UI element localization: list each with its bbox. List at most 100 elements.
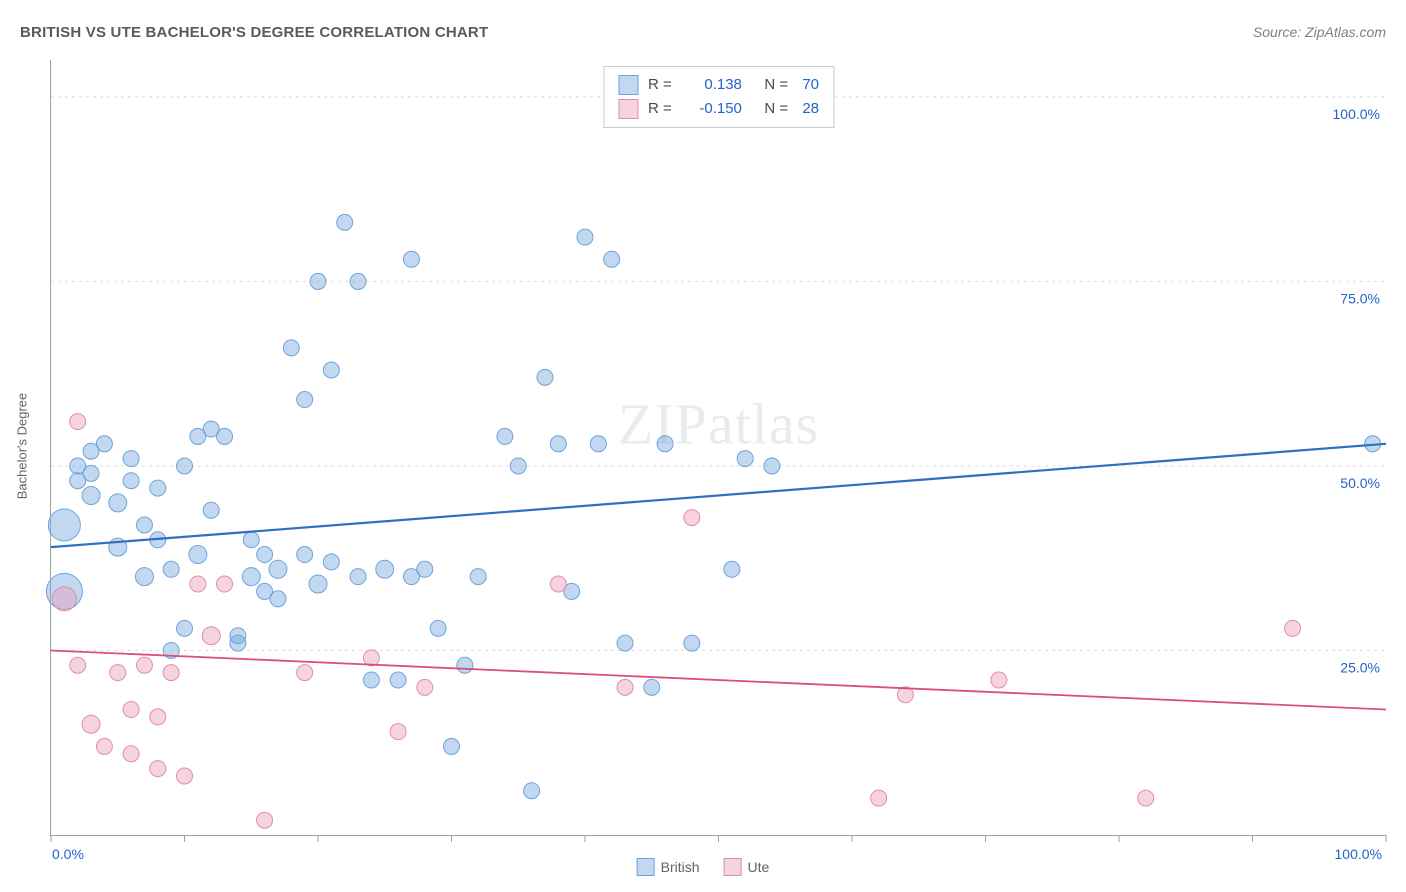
- data-point: [269, 560, 287, 578]
- data-point: [470, 569, 486, 585]
- data-point: [724, 561, 740, 577]
- data-point: [123, 746, 139, 762]
- data-point: [48, 509, 80, 541]
- bottom-legend: British Ute: [637, 858, 770, 876]
- data-point: [70, 657, 86, 673]
- regression-line: [51, 650, 1386, 709]
- data-point: [550, 436, 566, 452]
- data-point: [604, 251, 620, 267]
- data-point: [217, 428, 233, 444]
- data-point: [70, 414, 86, 430]
- data-point: [297, 392, 313, 408]
- data-point: [177, 768, 193, 784]
- data-point: [350, 273, 366, 289]
- data-point: [177, 620, 193, 636]
- data-point: [297, 547, 313, 563]
- y-axis-label: Bachelor's Degree: [15, 393, 30, 500]
- data-point: [617, 679, 633, 695]
- data-point: [537, 369, 553, 385]
- data-point: [871, 790, 887, 806]
- data-point: [1138, 790, 1154, 806]
- data-point: [644, 679, 660, 695]
- data-point: [202, 627, 220, 645]
- data-point: [136, 517, 152, 533]
- data-point: [163, 561, 179, 577]
- legend-swatch: [618, 99, 638, 119]
- data-point: [323, 554, 339, 570]
- legend-swatch: [637, 858, 655, 876]
- data-point: [550, 576, 566, 592]
- data-point: [52, 587, 76, 611]
- data-point: [163, 665, 179, 681]
- data-point: [257, 547, 273, 563]
- data-point: [82, 486, 100, 504]
- data-point: [190, 576, 206, 592]
- data-point: [403, 251, 419, 267]
- legend-item: British: [637, 858, 700, 876]
- data-point: [283, 340, 299, 356]
- data-point: [136, 657, 152, 673]
- svg-text:25.0%: 25.0%: [1340, 659, 1380, 675]
- data-point: [123, 451, 139, 467]
- data-point: [617, 635, 633, 651]
- legend-label: Ute: [748, 859, 770, 875]
- stats-legend-box: R = 0.138 N = 70R = -0.150 N = 28: [603, 66, 834, 128]
- data-point: [390, 672, 406, 688]
- stats-legend-row: R = -0.150 N = 28: [618, 97, 819, 121]
- data-point: [257, 812, 273, 828]
- data-point: [684, 510, 700, 526]
- data-point: [242, 568, 260, 586]
- data-point: [577, 229, 593, 245]
- data-point: [230, 635, 246, 651]
- data-point: [684, 635, 700, 651]
- data-point: [376, 560, 394, 578]
- x-axis-max-label: 100.0%: [1335, 846, 1382, 862]
- data-point: [737, 451, 753, 467]
- data-point: [96, 436, 112, 452]
- n-label: N =: [752, 97, 792, 121]
- n-value: 70: [802, 73, 819, 97]
- legend-swatch: [724, 858, 742, 876]
- r-value: -0.150: [686, 97, 742, 121]
- data-point: [82, 715, 100, 733]
- svg-text:100.0%: 100.0%: [1333, 106, 1380, 122]
- x-axis-min-label: 0.0%: [52, 846, 84, 862]
- svg-text:75.0%: 75.0%: [1340, 290, 1380, 306]
- data-point: [150, 480, 166, 496]
- data-point: [189, 546, 207, 564]
- r-value: 0.138: [686, 73, 742, 97]
- data-point: [177, 458, 193, 474]
- data-point: [297, 665, 313, 681]
- chart-title: BRITISH VS UTE BACHELOR'S DEGREE CORRELA…: [20, 24, 488, 41]
- stats-legend-row: R = 0.138 N = 70: [618, 73, 819, 97]
- data-point: [243, 532, 259, 548]
- data-point: [764, 458, 780, 474]
- data-point: [150, 709, 166, 725]
- chart-header: BRITISH VS UTE BACHELOR'S DEGREE CORRELA…: [20, 24, 1386, 46]
- data-point: [310, 273, 326, 289]
- data-point: [510, 458, 526, 474]
- data-point: [123, 473, 139, 489]
- plot-container: 25.0%50.0%75.0%100.0% ZIPatlas R = 0.138…: [50, 60, 1386, 836]
- data-point: [110, 665, 126, 681]
- data-point: [590, 436, 606, 452]
- data-point: [123, 702, 139, 718]
- svg-text:50.0%: 50.0%: [1340, 475, 1380, 491]
- data-point: [363, 672, 379, 688]
- data-point: [150, 761, 166, 777]
- data-point: [417, 679, 433, 695]
- data-point: [323, 362, 339, 378]
- legend-item: Ute: [724, 858, 770, 876]
- n-value: 28: [802, 97, 819, 121]
- data-point: [96, 738, 112, 754]
- regression-line: [51, 444, 1386, 547]
- plot-area: 25.0%50.0%75.0%100.0% ZIPatlas R = 0.138…: [50, 60, 1386, 836]
- data-point: [657, 436, 673, 452]
- data-point: [444, 738, 460, 754]
- data-point: [457, 657, 473, 673]
- r-label: R =: [648, 73, 676, 97]
- data-point: [270, 591, 286, 607]
- data-point: [83, 465, 99, 481]
- data-point: [430, 620, 446, 636]
- r-label: R =: [648, 97, 676, 121]
